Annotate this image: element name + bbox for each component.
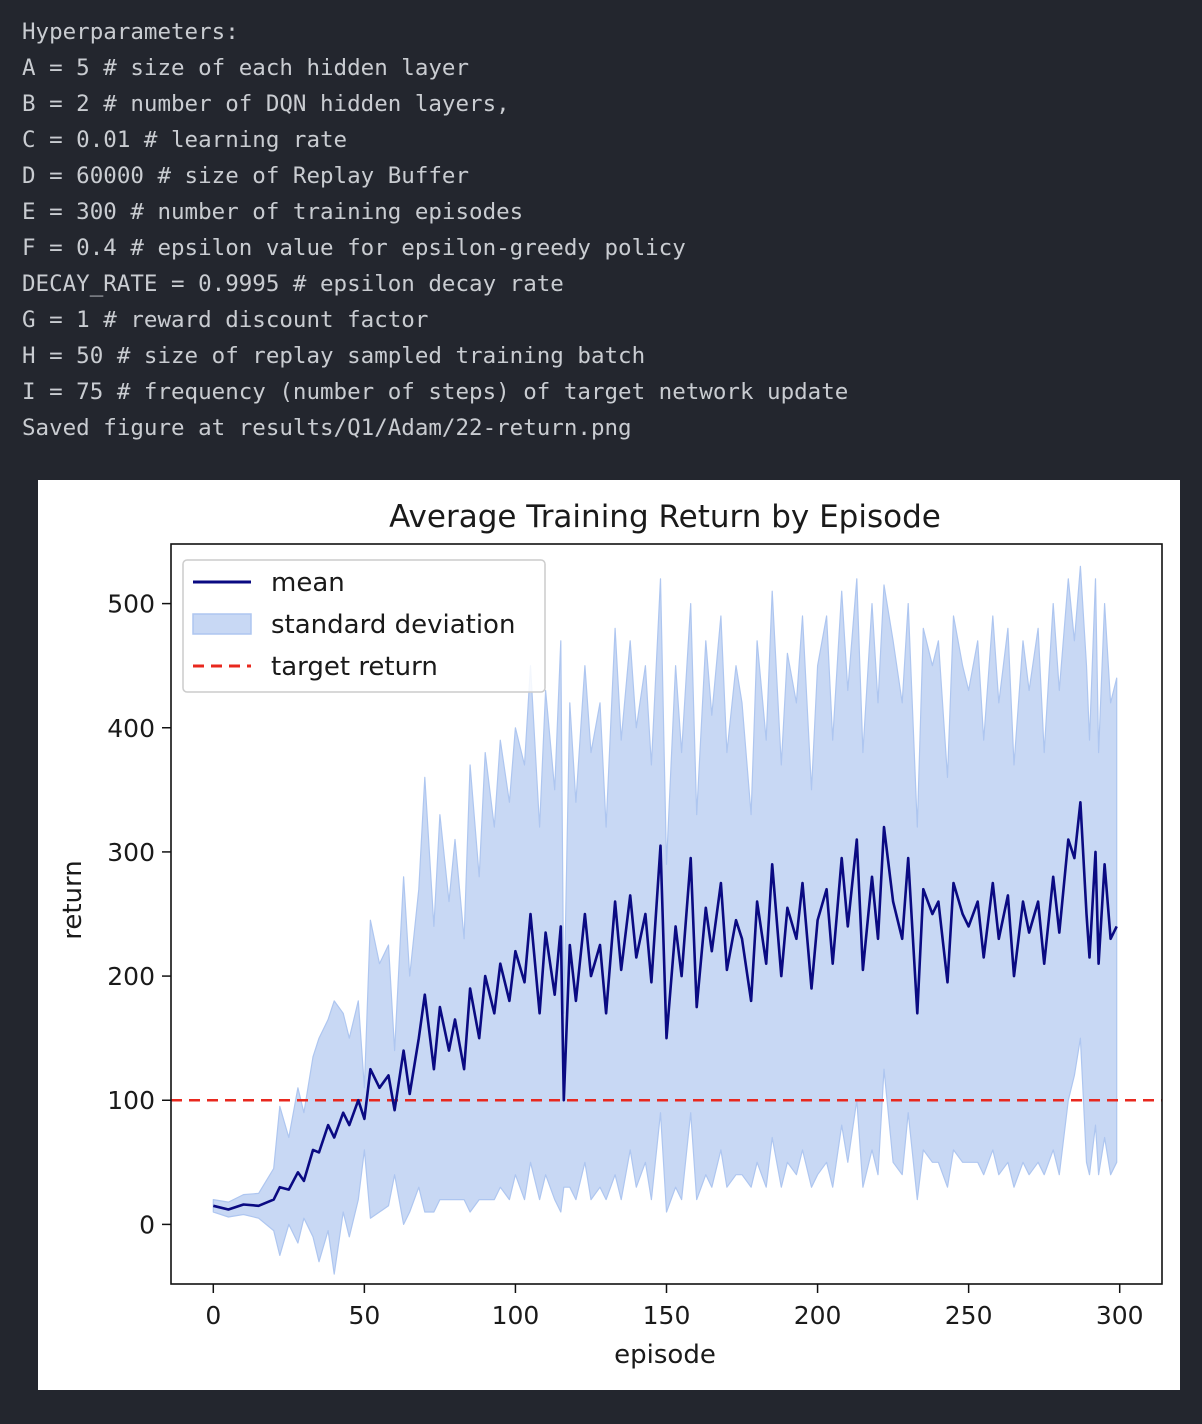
console-line: A = 5 # size of each hidden layer: [22, 55, 470, 81]
console-output: Hyperparameters: A = 5 # size of each hid…: [22, 14, 848, 446]
console-line: B = 2 # number of DQN hidden layers,: [22, 91, 510, 117]
plot-area: [171, 565, 1162, 1275]
y-tick-label: 0: [139, 1210, 155, 1239]
console-line: G = 1 # reward discount factor: [22, 307, 429, 333]
chart-figure: Average Training Return by Episode episo…: [38, 480, 1180, 1390]
legend: mean standard deviation target return: [182, 559, 546, 693]
std-band: [212, 565, 1118, 1275]
console-line: DECAY_RATE = 0.9995 # epsilon decay rate: [22, 271, 564, 297]
x-tick-label: 50: [348, 1301, 380, 1330]
console-line: Saved figure at results/Q1/Adam/22-retur…: [22, 415, 632, 441]
x-tick-label: 150: [643, 1301, 691, 1330]
console-line: C = 0.01 # learning rate: [22, 127, 348, 153]
y-axis-label: return: [58, 860, 88, 940]
x-tick-label: 300: [1096, 1301, 1144, 1330]
plot-clip-group: [171, 565, 1162, 1275]
legend-std-swatch: [192, 613, 252, 635]
legend-label-std: standard deviation: [271, 610, 515, 640]
console-line: D = 60000 # size of Replay Buffer: [22, 163, 470, 189]
mean-line: [212, 800, 1118, 1211]
console-line: I = 75 # frequency (number of steps) of …: [22, 379, 849, 405]
y-tick-label: 300: [107, 838, 155, 867]
chart-title: Average Training Return by Episode: [389, 499, 941, 535]
console-line: Hyperparameters:: [22, 19, 239, 45]
x-tick-label: 250: [945, 1301, 993, 1330]
chart-svg: Average Training Return by Episode episo…: [58, 499, 1163, 1370]
axes: 0 50 100 150 200 250 300 0 100 200 300 400 500: [107, 543, 1163, 1330]
x-tick-label: 0: [205, 1301, 221, 1330]
x-tick-label: 100: [492, 1301, 540, 1330]
legend-frame: [182, 559, 546, 693]
x-axis-label: episode: [614, 1340, 716, 1370]
y-tick-label: 500: [107, 590, 155, 619]
x-tick-label: 200: [794, 1301, 842, 1330]
console-line: E = 300 # number of training episodes: [22, 199, 524, 225]
y-tick-label: 100: [107, 1086, 155, 1115]
y-tick-label: 200: [107, 962, 155, 991]
legend-label-target: target return: [271, 652, 438, 682]
y-tick-label: 400: [107, 714, 155, 743]
console-line: H = 50 # size of replay sampled training…: [22, 343, 646, 369]
legend-label-mean: mean: [271, 568, 345, 598]
console-line: F = 0.4 # epsilon value for epsilon-gree…: [22, 235, 686, 261]
